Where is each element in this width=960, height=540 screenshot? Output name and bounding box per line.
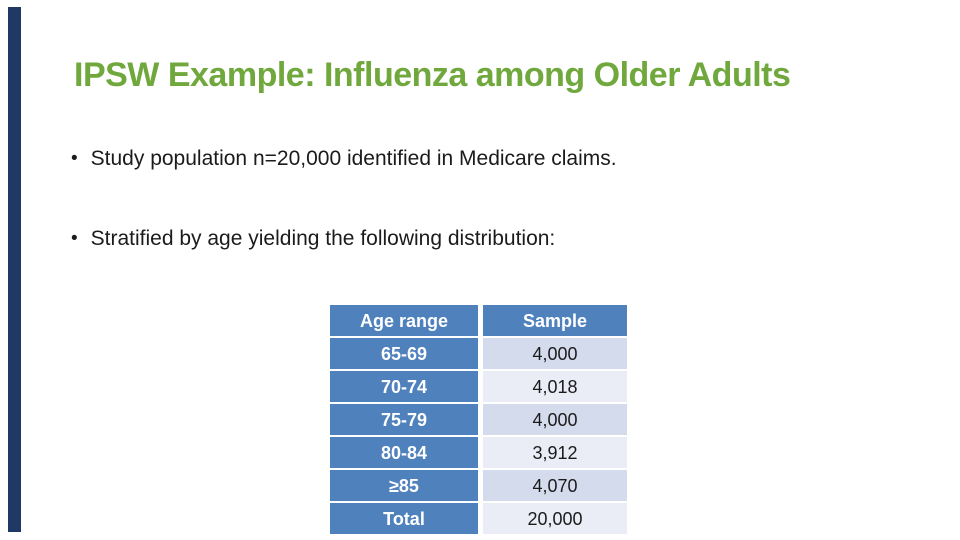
age-cell: 70-74	[330, 371, 478, 402]
age-cell: ≥85	[330, 470, 478, 501]
bullet-text: Stratified by age yielding the following…	[90, 227, 556, 250]
table-header-age-range: Age range	[330, 305, 478, 336]
page-title: IPSW Example: Influenza among Older Adul…	[74, 56, 791, 94]
sample-cell: 4,070	[483, 470, 627, 501]
bullet-item-study-population: • Study population n=20,000 identified i…	[71, 146, 617, 172]
age-cell: 75-79	[330, 404, 478, 435]
sample-cell: 4,018	[483, 371, 627, 402]
sample-cell: 4,000	[483, 404, 627, 435]
bullet-item-stratified: • Stratified by age yielding the followi…	[71, 226, 555, 252]
sample-cell: 3,912	[483, 437, 627, 468]
bullet-text: Study population n=20,000 identified in …	[90, 147, 617, 170]
left-accent-bar	[8, 7, 21, 532]
table-header-sample: Sample	[483, 305, 627, 336]
sample-cell: 20,000	[483, 503, 627, 534]
sample-cell: 4,000	[483, 338, 627, 369]
age-cell: 80-84	[330, 437, 478, 468]
age-distribution-table: Age range Sample 65-69 4,000 70-74 4,018…	[330, 305, 627, 534]
bullet-icon: •	[71, 148, 78, 169]
age-cell: 65-69	[330, 338, 478, 369]
bullet-icon: •	[71, 228, 78, 249]
age-cell: Total	[330, 503, 478, 534]
